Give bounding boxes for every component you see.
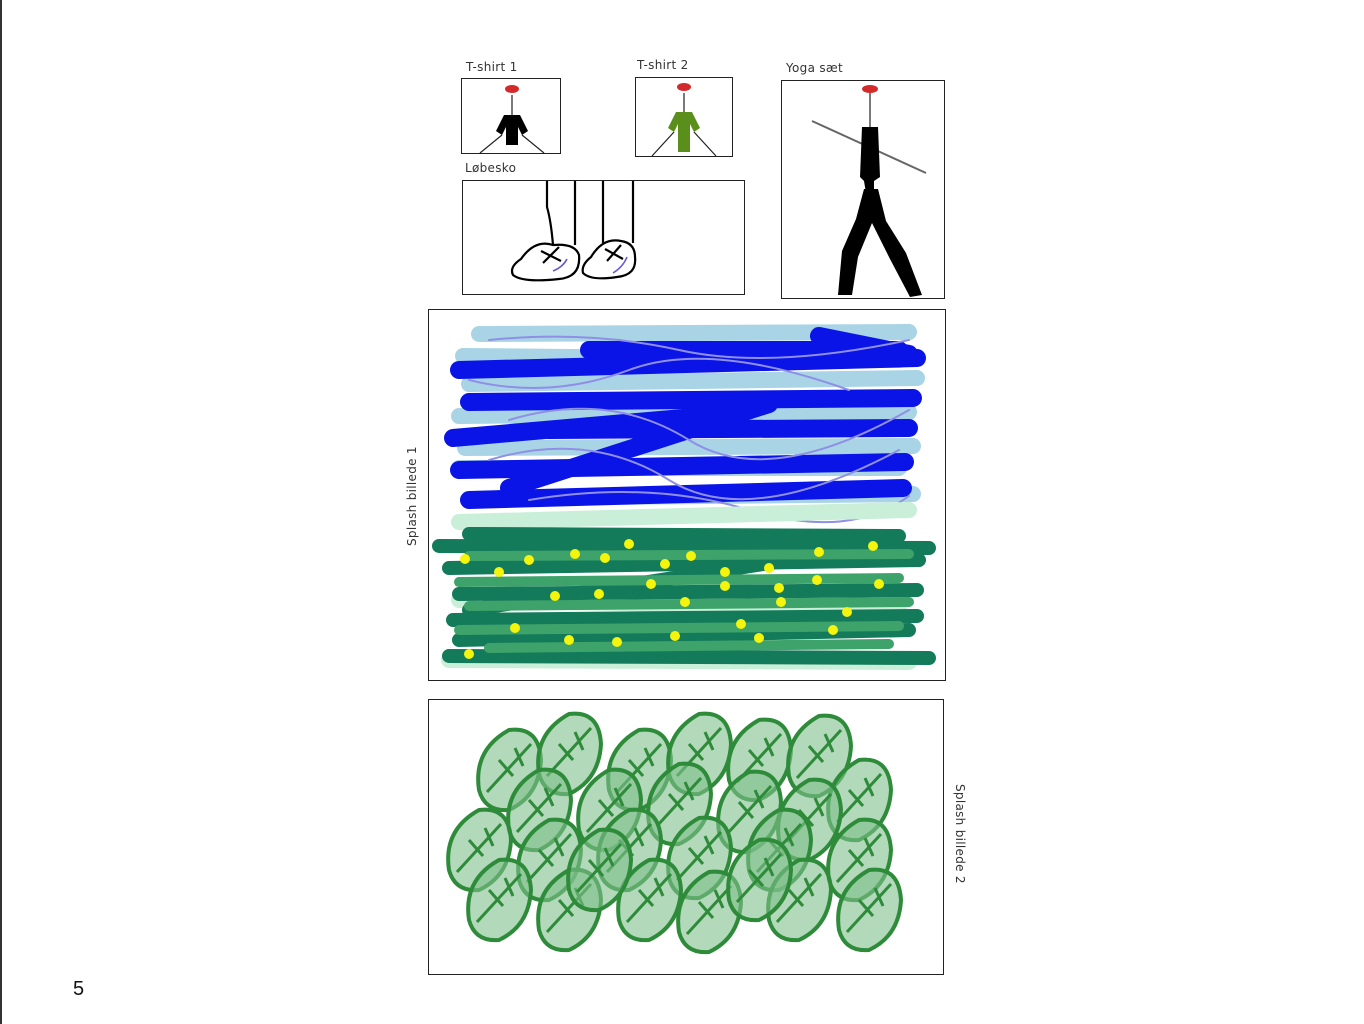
mouth-icon (862, 85, 878, 93)
tshirt2-sketch (651, 83, 717, 156)
splash2-frame (428, 699, 944, 975)
tshirt1-frame (461, 78, 561, 154)
splash1-frame (428, 309, 946, 681)
sky-lilac-strokes (468, 335, 910, 524)
tshirt1-sketch (479, 85, 545, 153)
shoe-icon (581, 239, 637, 280)
mouth-icon (677, 83, 691, 91)
splash2-label: Splash billede 2 (953, 784, 967, 884)
shoes-sketch (510, 181, 637, 282)
yoga-frame (781, 80, 945, 299)
yoga-label: Yoga sæt (786, 61, 844, 75)
yoga-pants-icon (838, 189, 922, 297)
tshirt-icon (668, 112, 700, 152)
splash2-leaves (446, 711, 903, 955)
page-left-border (0, 0, 2, 1024)
tshirt2-frame (635, 77, 733, 157)
page-number: 5 (73, 978, 85, 1000)
flowers (460, 539, 884, 659)
yoga-sketch (811, 85, 927, 297)
tshirt2-label: T-shirt 2 (637, 58, 689, 72)
tshirt1-label: T-shirt 1 (466, 60, 518, 74)
leaf-icons (446, 711, 903, 955)
shoes-frame (462, 180, 745, 295)
mouth-icon (505, 85, 519, 93)
splash1-landscape (432, 324, 936, 670)
tshirt-icon (496, 115, 528, 145)
splash1-label: Splash billede 1 (405, 446, 419, 546)
shoe-icon (510, 242, 581, 282)
shoes-label: Løbesko (465, 161, 517, 175)
